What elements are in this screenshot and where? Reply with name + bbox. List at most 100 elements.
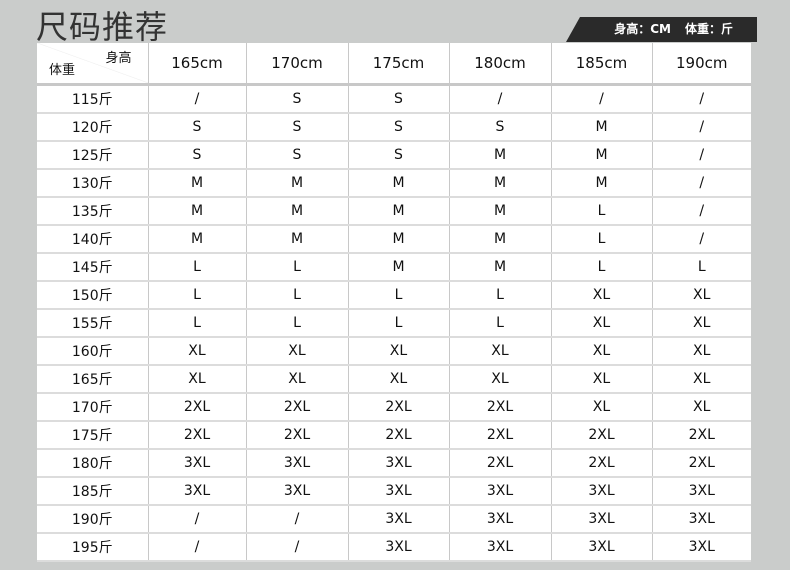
size-cell: 3XL (148, 477, 247, 506)
size-cell: L (348, 309, 450, 338)
size-cell: / (652, 141, 751, 170)
weight-cell: 195斤 (37, 533, 149, 562)
table-row: 175斤 2XL 2XL 2XL 2XL 2XL 2XL (37, 421, 751, 450)
weight-cell: 165斤 (37, 365, 149, 394)
page-title: 尺码推荐 (36, 8, 169, 46)
size-cell: 3XL (449, 505, 552, 534)
size-cell: 3XL (246, 449, 349, 478)
size-cell: 3XL (551, 533, 653, 562)
table-row: 140斤 M M M M L / (37, 225, 751, 254)
size-cell: S (148, 113, 247, 142)
size-cell: XL (652, 281, 751, 310)
size-cell: M (551, 113, 653, 142)
size-cell: / (652, 225, 751, 254)
size-cell: / (148, 84, 247, 114)
height-header: 175cm (348, 43, 450, 86)
size-cell: M (148, 225, 247, 254)
table-row: 130斤 M M M M M / (37, 169, 751, 198)
weight-cell: 140斤 (37, 225, 149, 254)
table-row: 170斤 2XL 2XL 2XL 2XL XL XL (37, 393, 751, 422)
size-cell: M (148, 197, 247, 226)
size-cell: L (551, 253, 653, 282)
size-cell: 3XL (246, 477, 349, 506)
size-cell: S (148, 141, 247, 170)
size-cell: L (449, 309, 552, 338)
table-row: 150斤 L L L L XL XL (37, 281, 751, 310)
size-cell: / (551, 84, 653, 114)
size-cell: 3XL (348, 449, 450, 478)
table-row: 185斤 3XL 3XL 3XL 3XL 3XL 3XL (37, 477, 751, 506)
size-cell: 3XL (551, 505, 653, 534)
table-row: 125斤 S S S M M / (37, 141, 751, 170)
weight-cell: 125斤 (37, 141, 149, 170)
size-cell: S (246, 84, 349, 114)
size-cell: S (348, 84, 450, 114)
size-cell: M (348, 225, 450, 254)
size-cell: L (148, 253, 247, 282)
size-cell: M (148, 169, 247, 198)
size-cell: XL (652, 393, 751, 422)
table-row: 155斤 L L L L XL XL (37, 309, 751, 338)
size-cell: 2XL (148, 393, 247, 422)
size-cell: XL (551, 281, 653, 310)
table-row: 120斤 S S S S M / (37, 113, 751, 142)
weight-cell: 190斤 (37, 505, 149, 534)
size-cell: L (246, 253, 349, 282)
weight-unit: 体重：斤 (684, 22, 733, 36)
height-label: 身高 (105, 51, 132, 66)
size-cell: / (652, 113, 751, 142)
size-cell: 2XL (148, 421, 247, 450)
size-cell: S (449, 113, 552, 142)
size-cell: XL (652, 337, 751, 366)
size-cell: XL (449, 337, 552, 366)
size-cell: M (246, 169, 349, 198)
size-cell: L (652, 253, 751, 282)
size-cell: 2XL (348, 421, 450, 450)
size-cell: / (148, 505, 247, 534)
size-cell: XL (348, 337, 450, 366)
weight-cell: 135斤 (37, 197, 149, 226)
size-cell: XL (551, 393, 653, 422)
size-cell: XL (148, 337, 247, 366)
size-cell: / (449, 84, 552, 114)
weight-cell: 175斤 (37, 421, 149, 450)
size-cell: M (449, 197, 552, 226)
height-header: 190cm (652, 43, 751, 86)
size-cell: M (551, 169, 653, 198)
size-cell: 2XL (652, 421, 751, 450)
size-cell: XL (148, 365, 247, 394)
size-cell: / (652, 197, 751, 226)
size-cell: L (449, 281, 552, 310)
table-row: 195斤 //3XL 3XL 3XL 3XL (37, 533, 751, 562)
size-cell: 2XL (449, 393, 552, 422)
size-cell: / (148, 533, 247, 562)
corner-cell: 身高 体重 (37, 43, 149, 86)
weight-cell: 115斤 (37, 84, 149, 114)
weight-cell: 120斤 (37, 113, 149, 142)
size-cell: XL (652, 309, 751, 338)
size-cell: L (348, 281, 450, 310)
size-cell: 3XL (348, 477, 450, 506)
size-cell: M (449, 141, 552, 170)
weight-cell: 150斤 (37, 281, 149, 310)
size-cell: M (246, 225, 349, 254)
size-cell: 2XL (449, 449, 552, 478)
table-row: 160斤 XL XL XL XL XL XL (37, 337, 751, 366)
size-cell: 3XL (652, 477, 751, 506)
size-cell: 3XL (551, 477, 653, 506)
size-cell: 3XL (348, 505, 450, 534)
size-cell: 3XL (449, 533, 552, 562)
size-cell: 2XL (551, 449, 653, 478)
height-header: 170cm (246, 43, 349, 86)
size-cell: L (246, 281, 349, 310)
size-cell: 3XL (449, 477, 552, 506)
size-cell: / (246, 533, 349, 562)
size-cell: M (449, 225, 552, 254)
weight-cell: 145斤 (37, 253, 149, 282)
size-cell: 2XL (246, 421, 349, 450)
size-cell: 3XL (148, 449, 247, 478)
size-cell: 2XL (348, 393, 450, 422)
size-cell: XL (246, 337, 349, 366)
table-row: 165斤 XL XL XL XL XL XL (37, 365, 751, 394)
size-cell: L (148, 281, 247, 310)
